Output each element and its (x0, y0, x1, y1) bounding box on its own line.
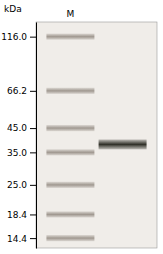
y-tick-label: 35.0 (7, 148, 27, 158)
plot: 116.0 66.2 45.0 35.0 25.0 18.4 14.4 M (1, 9, 157, 249)
y-tick: 14.4 (7, 234, 36, 244)
y-axis-label: kDa (4, 4, 22, 14)
y-tick-mark (30, 214, 36, 215)
sample-band (99, 139, 147, 149)
y-tick-label: 66.2 (7, 86, 27, 96)
y-tick-label: 25.0 (7, 180, 27, 190)
y-tick-label: 14.4 (7, 234, 27, 244)
ladder-band (46, 182, 94, 188)
plot-background (36, 22, 157, 248)
ladder-band (46, 34, 94, 40)
y-tick-mark (30, 238, 36, 239)
y-tick-mark (30, 37, 36, 38)
y-tick: 45.0 (7, 123, 36, 133)
y-tick: 18.4 (7, 210, 36, 220)
ladder-band (46, 149, 94, 155)
y-tick-mark (30, 128, 36, 129)
y-tick-label: 45.0 (7, 123, 27, 133)
ladder-band (46, 88, 94, 94)
ladder-band (46, 235, 94, 241)
y-tick-mark (30, 91, 36, 92)
y-tick: 25.0 (7, 180, 36, 190)
y-axis: 116.0 66.2 45.0 35.0 25.0 18.4 14.4 (1, 23, 36, 249)
bands (46, 34, 146, 242)
ladder-band (46, 125, 94, 131)
y-axis-line (36, 23, 37, 249)
y-tick: 66.2 (7, 86, 36, 96)
y-tick-label: 116.0 (1, 32, 27, 42)
y-tick: 35.0 (7, 148, 36, 158)
plot-frame (36, 22, 157, 248)
chart: 116.0 66.2 45.0 35.0 25.0 18.4 14.4 MkDa (0, 0, 163, 254)
y-tick: 116.0 (1, 32, 36, 42)
lane-label: M (67, 9, 75, 19)
y-tick-label: 18.4 (7, 210, 27, 220)
ladder-band (46, 211, 94, 217)
y-tick-mark (30, 152, 36, 153)
y-tick-mark (30, 185, 36, 186)
